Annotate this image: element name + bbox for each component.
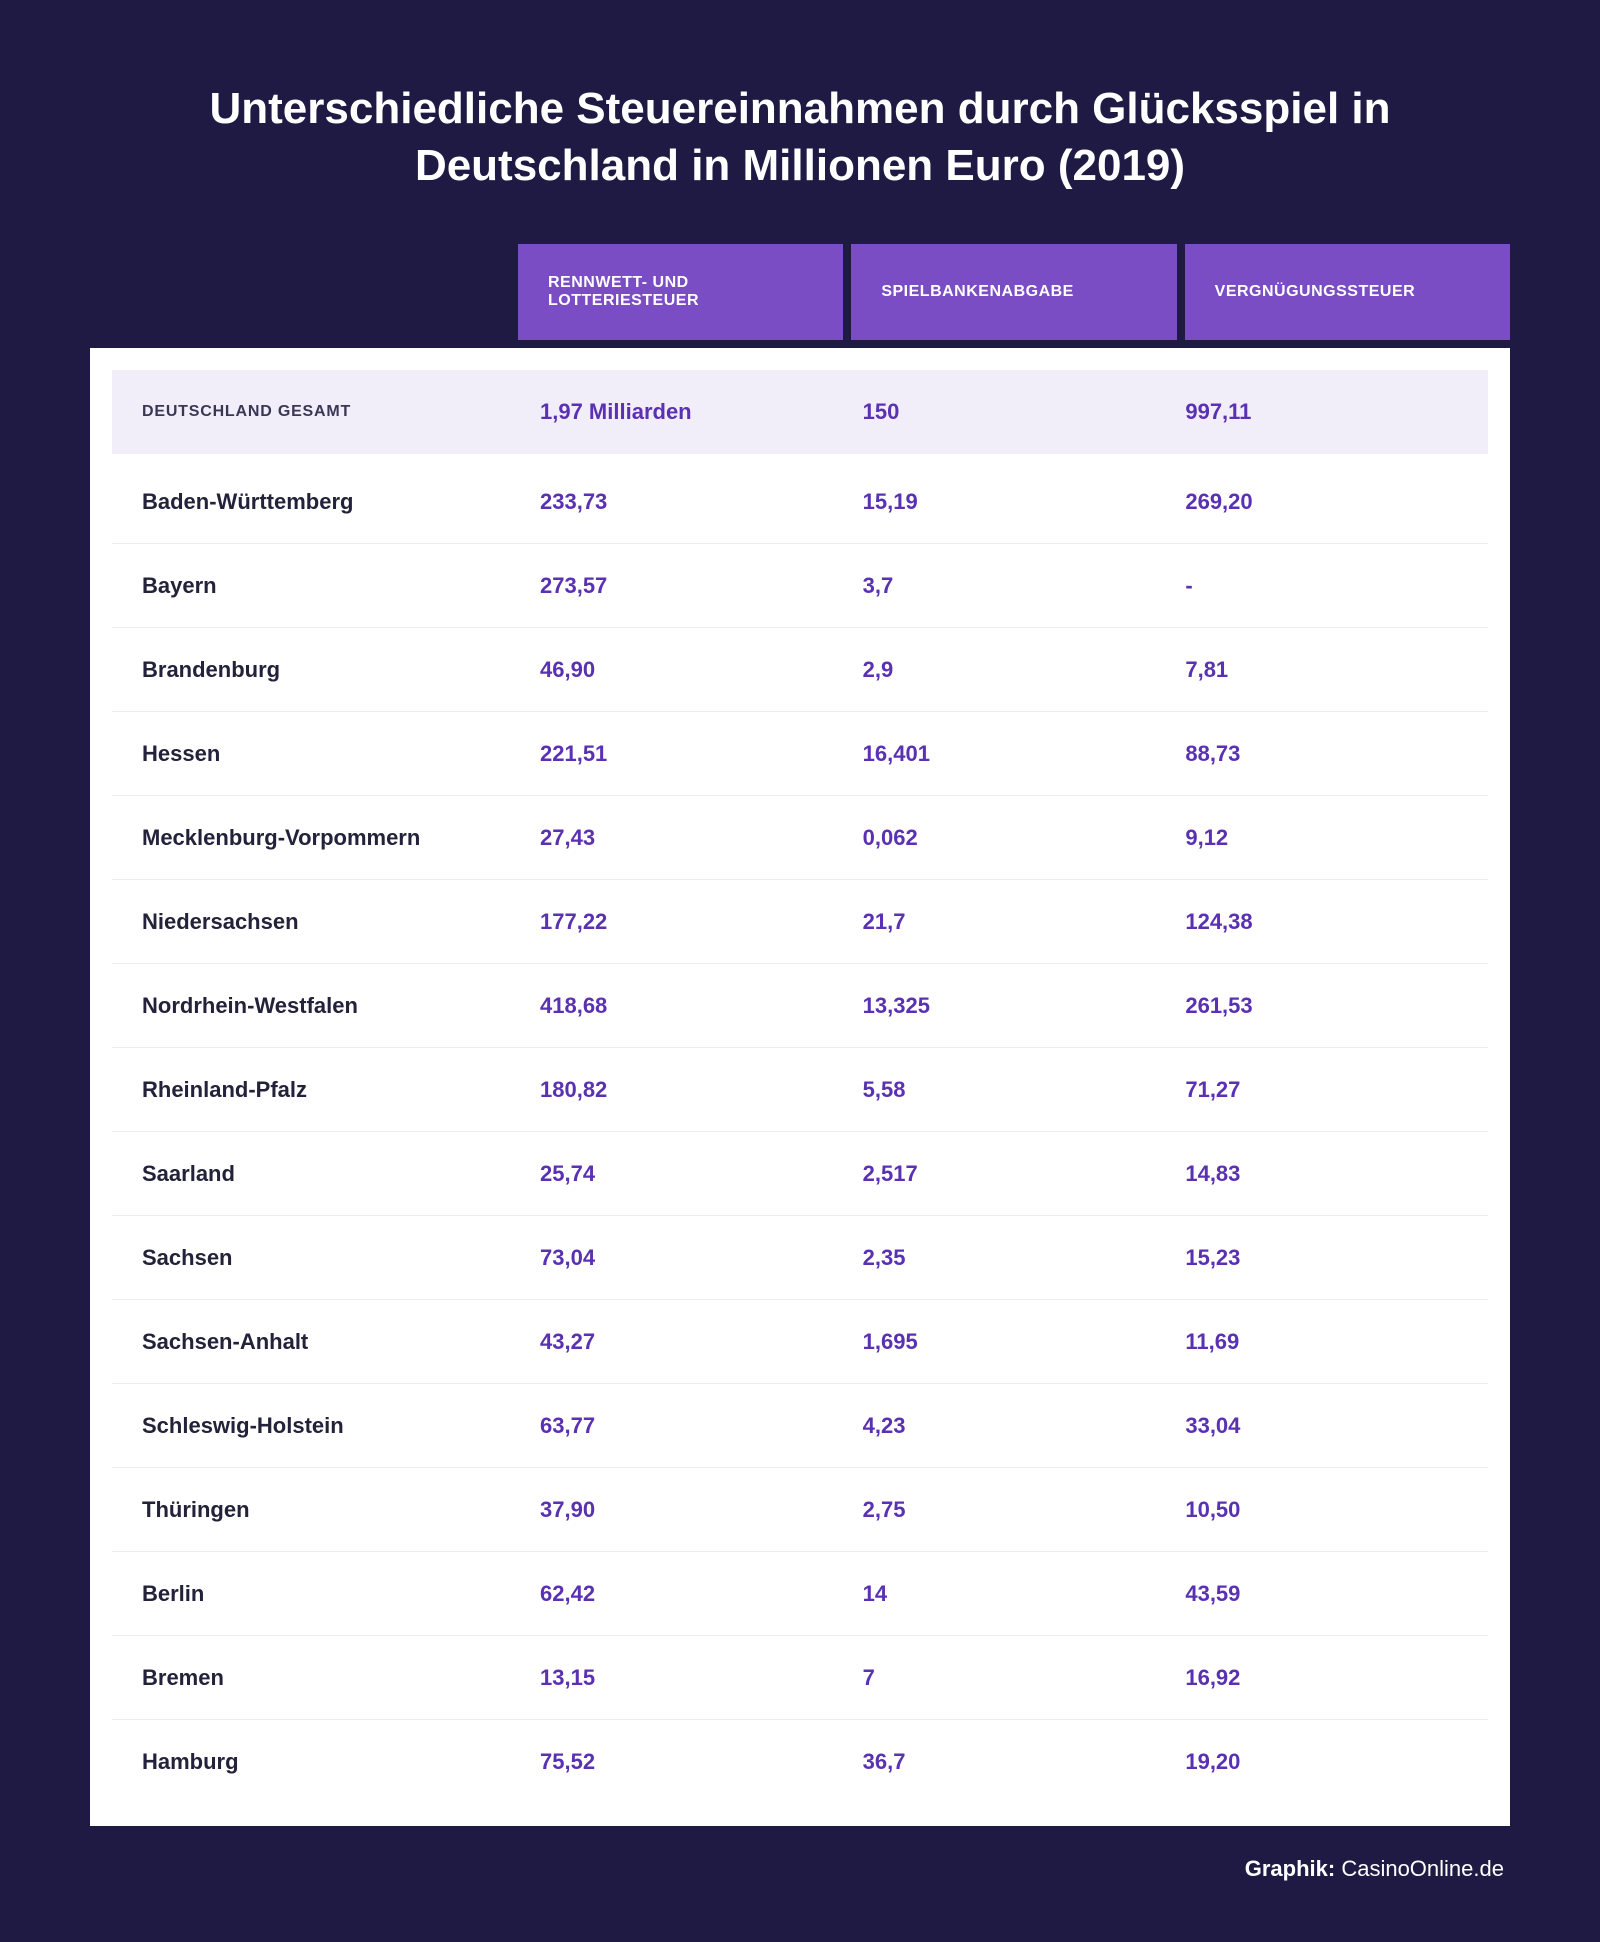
row-value: 7	[833, 1665, 1156, 1691]
page-title: Unterschiedliche Steuereinnahmen durch G…	[150, 80, 1450, 194]
row-value: 3,7	[833, 573, 1156, 599]
credit-line: Graphik: CasinoOnline.de	[90, 1856, 1510, 1882]
row-value: 221,51	[510, 741, 833, 767]
row-label: Baden-Württemberg	[142, 489, 510, 515]
row-label: Bayern	[142, 573, 510, 599]
row-value: 11,69	[1155, 1329, 1478, 1355]
row-value: 16,92	[1155, 1665, 1478, 1691]
header-spacer	[90, 244, 510, 340]
row-value: 2,75	[833, 1497, 1156, 1523]
table-row: Hamburg75,5236,719,20	[112, 1720, 1488, 1804]
row-value: 13,15	[510, 1665, 833, 1691]
column-header: VERGNÜGUNGSSTEUER	[1185, 244, 1510, 340]
table-row: Bayern273,573,7-	[112, 544, 1488, 628]
row-value: 2,35	[833, 1245, 1156, 1271]
total-label: DEUTSCHLAND GESAMT	[142, 403, 510, 421]
row-value: 418,68	[510, 993, 833, 1019]
table-row: Thüringen37,902,7510,50	[112, 1468, 1488, 1552]
row-value: 2,517	[833, 1161, 1156, 1187]
row-label: Schleswig-Holstein	[142, 1413, 510, 1439]
row-label: Niedersachsen	[142, 909, 510, 935]
table-row: Hessen221,5116,40188,73	[112, 712, 1488, 796]
row-value: 15,23	[1155, 1245, 1478, 1271]
row-value: 5,58	[833, 1077, 1156, 1103]
row-value: 21,7	[833, 909, 1156, 935]
row-value: 14,83	[1155, 1161, 1478, 1187]
row-value: 2,9	[833, 657, 1156, 683]
table-row: Niedersachsen177,2221,7124,38	[112, 880, 1488, 964]
row-label: Brandenburg	[142, 657, 510, 683]
row-label: Hamburg	[142, 1749, 510, 1775]
row-label: Sachsen	[142, 1245, 510, 1271]
row-label: Sachsen-Anhalt	[142, 1329, 510, 1355]
row-value: 27,43	[510, 825, 833, 851]
row-value: 19,20	[1155, 1749, 1478, 1775]
table-body: DEUTSCHLAND GESAMT 1,97 Milliarden 150 9…	[90, 348, 1510, 1826]
total-value: 1,97 Milliarden	[510, 399, 833, 425]
table-row: Rheinland-Pfalz180,825,5871,27	[112, 1048, 1488, 1132]
credit-source: CasinoOnline.de	[1341, 1856, 1504, 1881]
row-value: 73,04	[510, 1245, 833, 1271]
total-row: DEUTSCHLAND GESAMT 1,97 Milliarden 150 9…	[112, 370, 1488, 454]
table-row: Brandenburg46,902,97,81	[112, 628, 1488, 712]
row-value: 1,695	[833, 1329, 1156, 1355]
row-value: 180,82	[510, 1077, 833, 1103]
table-row: Sachsen-Anhalt43,271,69511,69	[112, 1300, 1488, 1384]
row-value: 62,42	[510, 1581, 833, 1607]
row-value: 36,7	[833, 1749, 1156, 1775]
credit-label: Graphik:	[1245, 1856, 1335, 1881]
row-value: 75,52	[510, 1749, 833, 1775]
table-row: Bremen13,15716,92	[112, 1636, 1488, 1720]
row-value: 10,50	[1155, 1497, 1478, 1523]
row-label: Rheinland-Pfalz	[142, 1077, 510, 1103]
row-label: Thüringen	[142, 1497, 510, 1523]
row-value: 46,90	[510, 657, 833, 683]
row-value: 0,062	[833, 825, 1156, 851]
row-label: Mecklenburg-Vorpommern	[142, 825, 510, 851]
table-row: Schleswig-Holstein63,774,2333,04	[112, 1384, 1488, 1468]
row-value: 4,23	[833, 1413, 1156, 1439]
row-label: Saarland	[142, 1161, 510, 1187]
row-value: 15,19	[833, 489, 1156, 515]
row-value: 14	[833, 1581, 1156, 1607]
row-label: Nordrhein-Westfalen	[142, 993, 510, 1019]
table-row: Berlin62,421443,59	[112, 1552, 1488, 1636]
row-value: 43,59	[1155, 1581, 1478, 1607]
row-value: 269,20	[1155, 489, 1478, 515]
row-value: 63,77	[510, 1413, 833, 1439]
row-label: Bremen	[142, 1665, 510, 1691]
row-value: 33,04	[1155, 1413, 1478, 1439]
row-value: 177,22	[510, 909, 833, 935]
column-header: RENNWETT- UND LOTTERIESTEUER	[518, 244, 843, 340]
row-label: Hessen	[142, 741, 510, 767]
row-value: -	[1155, 573, 1478, 599]
table-row: Nordrhein-Westfalen418,6813,325261,53	[112, 964, 1488, 1048]
row-value: 261,53	[1155, 993, 1478, 1019]
table-row: Sachsen73,042,3515,23	[112, 1216, 1488, 1300]
row-value: 9,12	[1155, 825, 1478, 851]
row-value: 88,73	[1155, 741, 1478, 767]
row-value: 7,81	[1155, 657, 1478, 683]
total-value: 997,11	[1155, 399, 1478, 425]
row-value: 71,27	[1155, 1077, 1478, 1103]
row-value: 124,38	[1155, 909, 1478, 935]
row-label: Berlin	[142, 1581, 510, 1607]
row-value: 233,73	[510, 489, 833, 515]
row-value: 37,90	[510, 1497, 833, 1523]
row-value: 273,57	[510, 573, 833, 599]
total-value: 150	[833, 399, 1156, 425]
row-value: 25,74	[510, 1161, 833, 1187]
column-header: SPIELBANKENABGABE	[851, 244, 1176, 340]
row-value: 13,325	[833, 993, 1156, 1019]
table-row: Baden-Württemberg233,7315,19269,20	[112, 460, 1488, 544]
table-row: Mecklenburg-Vorpommern27,430,0629,12	[112, 796, 1488, 880]
column-header-row: RENNWETT- UND LOTTERIESTEUER SPIELBANKEN…	[90, 244, 1510, 340]
row-value: 43,27	[510, 1329, 833, 1355]
row-value: 16,401	[833, 741, 1156, 767]
table-row: Saarland25,742,51714,83	[112, 1132, 1488, 1216]
